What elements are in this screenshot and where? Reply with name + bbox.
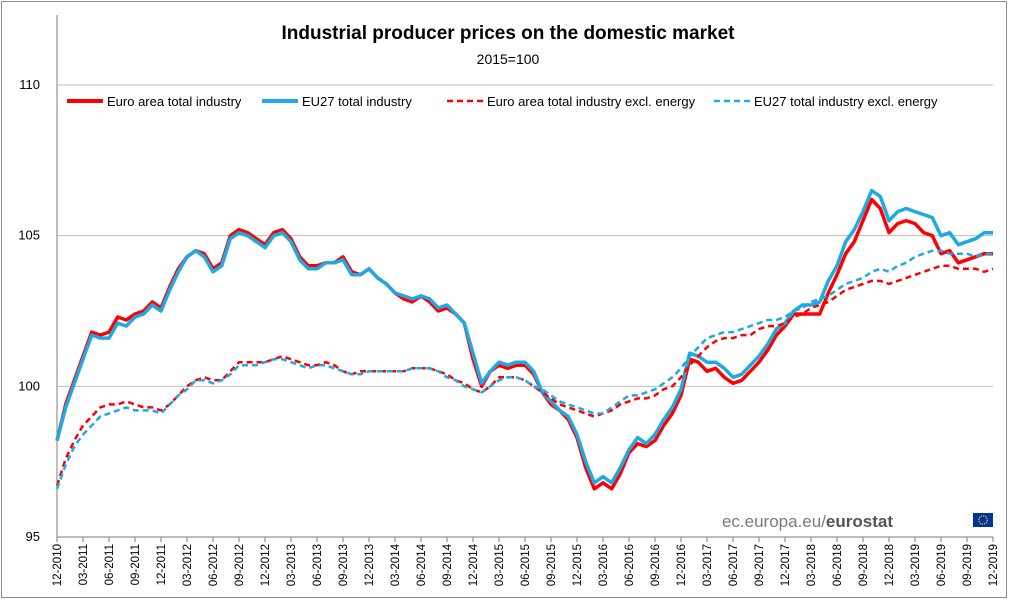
x-tick-label: 09-2012 [234, 544, 246, 586]
x-tick-label: 03-2014 [390, 543, 402, 586]
y-tick-label: 110 [19, 77, 40, 92]
x-tick-label: 12-2019 [988, 544, 1000, 586]
x-tick-label: 12-2012 [260, 544, 272, 586]
legend-label-3: Euro area total industry excl. energy [487, 94, 696, 109]
x-tick-label: 06-2019 [936, 544, 948, 586]
y-tick-label: 100 [18, 378, 40, 393]
x-tick-label: 12-2017 [780, 544, 792, 586]
source-credit: ec.europa.eu/eurostat [722, 512, 993, 531]
x-tick-label: 12-2015 [572, 544, 584, 586]
x-tick-label: 06-2012 [208, 544, 220, 586]
x-tick-label: 09-2016 [650, 544, 662, 586]
x-tick-label: 12-2011 [156, 544, 168, 585]
x-tick-label: 06-2015 [520, 544, 532, 586]
x-tick-label: 12-2013 [364, 544, 376, 586]
x-tick-label: 03-2015 [494, 544, 506, 586]
x-tick-label: 03-2017 [702, 544, 714, 586]
x-tick-label: 03-2012 [182, 544, 194, 586]
x-axis: 12-2010 03-2011 06-2011 09-2011 12-2011 03-20… [52, 537, 1000, 586]
chart-subtitle: 2015=100 [477, 51, 540, 67]
series-line-3 [55, 264, 994, 487]
x-tick-label: 09-2015 [546, 544, 558, 586]
x-tick-label: 12-2016 [676, 544, 688, 586]
x-tick-label: 09-2017 [754, 544, 766, 586]
x-tick-label: 03-2016 [598, 544, 610, 586]
series-lines [55, 188, 994, 491]
svg-text:ec.europa.eu/eurostat: ec.europa.eu/eurostat [722, 512, 893, 531]
legend-label-1: Euro area total industry [107, 94, 242, 109]
gridlines [57, 84, 993, 387]
x-tick-label: 06-2014 [416, 543, 428, 586]
x-tick-label: 06-2016 [624, 544, 636, 586]
source-brand: eurostat [826, 512, 893, 531]
x-tick-label: 06-2018 [832, 544, 844, 586]
x-tick-label: 09-2011 [130, 544, 142, 585]
x-tick-label: 09-2018 [858, 544, 870, 586]
x-tick-label: 06-2011 [104, 544, 116, 585]
chart-title: Industrial producer prices on the domest… [282, 23, 736, 44]
source-url: ec.europa.eu/ [722, 512, 826, 531]
x-tick-label: 06-2017 [728, 544, 740, 586]
x-tick-label: 03-2018 [806, 544, 818, 586]
y-tick-label: 105 [18, 228, 40, 243]
series-line-1 [55, 197, 993, 491]
x-tick-label: 12-2014 [468, 543, 480, 586]
x-tick-label: 06-2013 [312, 544, 324, 586]
x-tick-label: 03-2013 [286, 544, 298, 586]
eu-flag-icon [973, 513, 993, 527]
x-tick-label: 09-2014 [442, 543, 454, 586]
legend-label-2: EU27 total industry [302, 94, 412, 109]
y-tick-label: 95 [26, 529, 40, 544]
x-tick-label: 12-2010 [52, 544, 64, 586]
series-line-4 [55, 249, 993, 490]
x-tick-label: 09-2013 [338, 544, 350, 586]
legend: Euro area total industry EU27 total indus… [67, 94, 938, 109]
legend-label-4: EU27 total industry excl. energy [754, 94, 938, 109]
x-tick-label: 03-2019 [910, 544, 922, 586]
series-line-2 [55, 188, 993, 485]
x-tick-label: 12-2018 [884, 544, 896, 586]
x-tick-label: 09-2019 [962, 544, 974, 586]
x-tick-label: 03-2011 [78, 544, 90, 585]
